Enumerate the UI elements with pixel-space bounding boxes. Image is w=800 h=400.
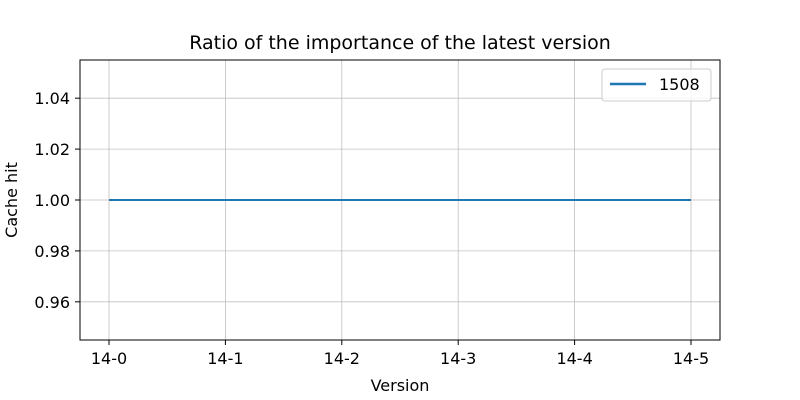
y-axis: 0.96 0.98 1.00 1.02 1.04 — [34, 89, 80, 312]
y-tick-label: 0.98 — [34, 242, 70, 261]
x-tick-label: 14-2 — [324, 349, 360, 368]
y-tick-label: 1.04 — [34, 89, 70, 108]
x-axis: 14-0 14-1 14-2 14-3 14-4 14-5 — [91, 340, 709, 368]
x-tick-label: 14-1 — [207, 349, 243, 368]
x-axis-label: Version — [371, 376, 430, 395]
chart-title: Ratio of the importance of the latest ve… — [189, 32, 611, 54]
legend-label: 1508 — [659, 75, 700, 94]
y-axis-label: Cache hit — [2, 162, 21, 238]
legend-box — [601, 68, 712, 102]
x-tick-label: 14-4 — [556, 349, 592, 368]
x-tick-label: 14-3 — [440, 349, 476, 368]
y-tick-label: 1.00 — [34, 191, 70, 210]
legend: 1508 — [601, 68, 712, 102]
x-tick-label: 14-5 — [673, 349, 709, 368]
x-tick-label: 14-0 — [91, 349, 127, 368]
y-tick-label: 1.02 — [34, 140, 70, 159]
y-tick-label: 0.96 — [34, 293, 70, 312]
